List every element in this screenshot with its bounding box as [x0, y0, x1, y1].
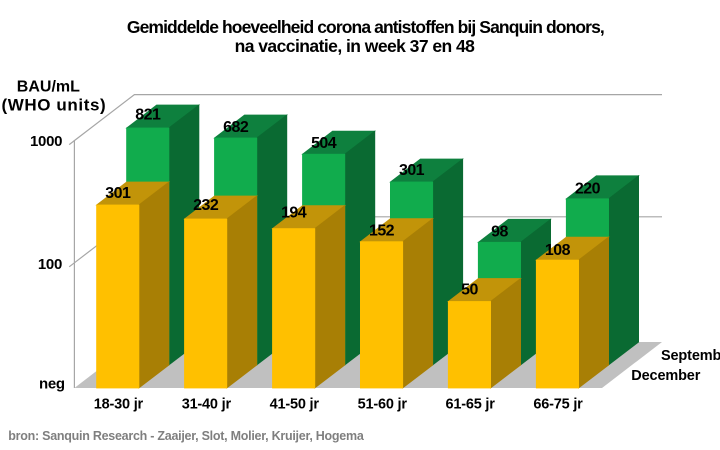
svg-text:(WHO units): (WHO units) [2, 96, 107, 115]
svg-text:98: 98 [491, 223, 508, 240]
svg-text:301: 301 [399, 162, 425, 179]
svg-text:66-75 jr: 66-75 jr [533, 397, 583, 413]
svg-text:neg: neg [39, 376, 65, 393]
svg-text:51-60 jr: 51-60 jr [358, 397, 408, 413]
svg-text:na vaccinatie, in week 37 en 4: na vaccinatie, in week 37 en 48 [235, 36, 476, 56]
svg-text:bron: Sanquin Research - Zaaij: bron: Sanquin Research - Zaaijer, Slot, … [8, 429, 365, 443]
svg-text:821: 821 [135, 107, 161, 124]
svg-text:232: 232 [193, 197, 219, 214]
svg-text:Gemiddelde hoeveelheid corona: Gemiddelde hoeveelheid corona antistoffe… [127, 17, 604, 37]
svg-text:504: 504 [311, 135, 337, 152]
svg-text:194: 194 [281, 205, 307, 222]
svg-text:108: 108 [545, 242, 571, 259]
svg-text:301: 301 [105, 185, 131, 202]
svg-text:152: 152 [369, 223, 395, 240]
svg-text:682: 682 [223, 119, 249, 136]
svg-text:BAU/mL: BAU/mL [17, 78, 80, 95]
svg-text:50: 50 [461, 282, 478, 299]
svg-text:December: December [631, 368, 700, 384]
svg-text:31-40 jr: 31-40 jr [182, 397, 232, 413]
svg-text:September: September [661, 348, 720, 364]
svg-text:61-65 jr: 61-65 jr [446, 397, 496, 413]
svg-text:220: 220 [575, 181, 601, 198]
svg-text:41-50 jr: 41-50 jr [270, 397, 320, 413]
svg-text:18-30 jr: 18-30 jr [94, 397, 144, 413]
svg-text:100: 100 [38, 256, 62, 273]
svg-text:1000: 1000 [30, 133, 62, 150]
